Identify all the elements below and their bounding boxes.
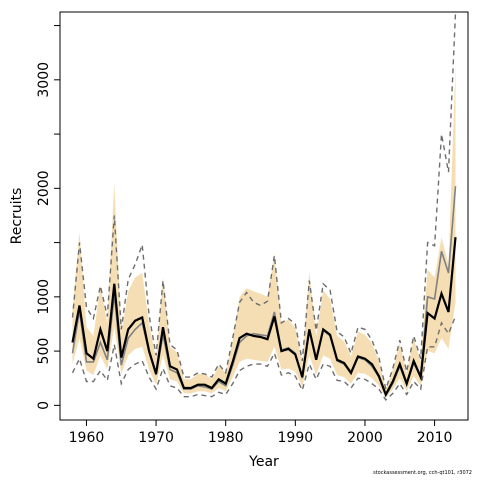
- alternate-upper-bound-line: [71, 12, 457, 392]
- y-axis-title: Recruits: [9, 188, 25, 245]
- estimate-series-line: [71, 237, 457, 398]
- confidence-band-layer: [72, 63, 456, 398]
- x-tick-label: 2010: [417, 430, 453, 446]
- y-tick-label: 3000: [36, 62, 52, 98]
- confidence-band: [72, 63, 456, 398]
- estimate-series-layer: [71, 237, 457, 398]
- x-axis: 1960 1970 1980 1990 2000 2010: [69, 420, 453, 446]
- y-tick-label: 0: [36, 401, 52, 410]
- x-tick-label: 1980: [208, 430, 244, 446]
- x-tick-label: 1990: [278, 430, 314, 446]
- x-tick-label: 1960: [69, 430, 105, 446]
- alternate-lower-bound-line: [71, 316, 457, 401]
- y-tick-label: 500: [36, 338, 52, 365]
- x-tick-label: 2000: [347, 430, 383, 446]
- y-tick-label: 1000: [36, 279, 52, 315]
- y-axis: 0 500 1000 2000 3000: [36, 25, 60, 410]
- footnote: stockassessment.org, cch-qt101, r3072: [373, 470, 472, 476]
- x-tick-label: 1970: [138, 430, 174, 446]
- y-tick-label: 2000: [36, 170, 52, 206]
- plot-frame: [59, 11, 469, 421]
- x-axis-title: Year: [248, 454, 279, 470]
